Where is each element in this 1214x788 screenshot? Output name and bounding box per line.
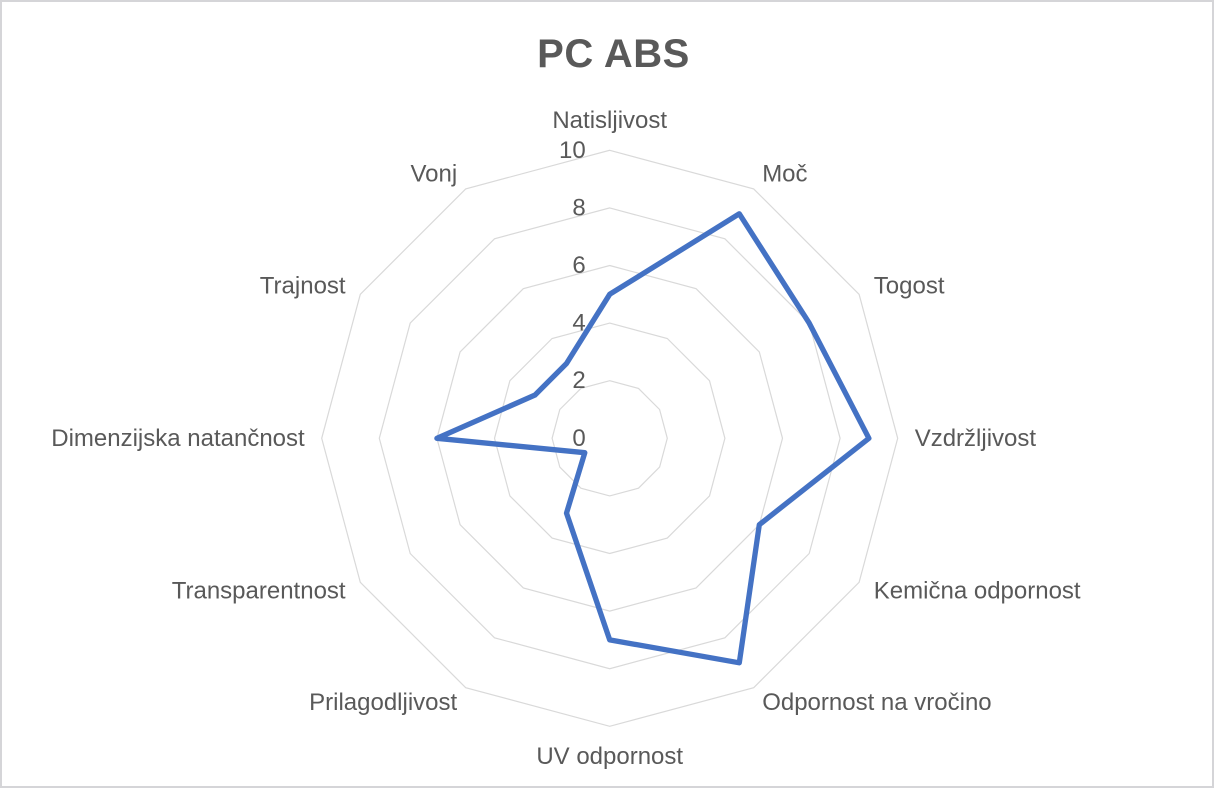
category-label-togost: Togost <box>874 272 945 299</box>
grid-ring-2 <box>551 380 668 497</box>
category-label-uv-odpornost: UV odpornost <box>536 743 683 770</box>
chart-title: PC ABS <box>537 32 690 76</box>
tick-label-0: 0 <box>572 425 585 452</box>
category-label-natisljivost: Natisljivost <box>552 107 667 134</box>
category-label-prilagodljivost: Prilagodljivost <box>309 689 457 716</box>
category-label-mo-: Moč <box>762 161 807 188</box>
tick-label-8: 8 <box>572 194 585 221</box>
tick-label-4: 4 <box>572 310 585 337</box>
category-label-vonj: Vonj <box>410 161 457 188</box>
category-label-trajnost: Trajnost <box>260 272 346 299</box>
tick-label-2: 2 <box>572 367 585 394</box>
grid-ring-10 <box>321 149 899 727</box>
tick-label-6: 6 <box>572 252 585 279</box>
tick-label-10: 10 <box>559 137 586 164</box>
grid-ring-6 <box>436 264 784 612</box>
category-label-odpornost-na-vro-ino: Odpornost na vročino <box>762 689 991 716</box>
category-label-dimenzijska-natan-nost: Dimenzijska natančnost <box>51 425 305 452</box>
category-label-kemi-na-odpornost: Kemična odpornost <box>874 577 1081 604</box>
series-line <box>434 211 872 666</box>
category-label-vzdr-ljivost: Vzdržljivost <box>915 425 1037 452</box>
grid-ring-4 <box>493 322 726 555</box>
category-label-transparentnost: Transparentnost <box>172 577 346 604</box>
